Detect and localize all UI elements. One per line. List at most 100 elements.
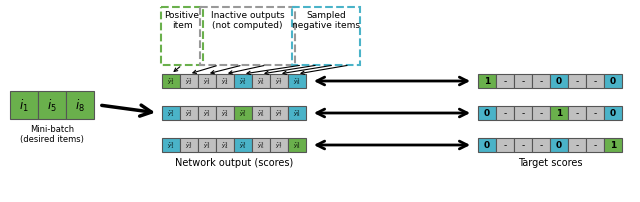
Bar xyxy=(38,92,66,119)
Bar xyxy=(514,75,532,88)
Bar xyxy=(216,75,234,88)
Text: -: - xyxy=(575,77,579,86)
Text: 1: 1 xyxy=(556,109,562,118)
Bar xyxy=(270,106,288,120)
Text: -: - xyxy=(540,77,543,86)
Bar xyxy=(478,138,496,152)
Bar xyxy=(586,138,604,152)
Text: Mini-batch
(desired items): Mini-batch (desired items) xyxy=(20,124,84,144)
Bar xyxy=(496,75,514,88)
Text: -: - xyxy=(522,141,525,150)
Bar xyxy=(162,106,180,120)
Bar xyxy=(550,75,568,88)
Bar xyxy=(162,75,180,88)
Text: $i_{5}$: $i_{5}$ xyxy=(47,98,57,114)
Bar xyxy=(198,106,216,120)
Text: $\hat{y}^1_7$: $\hat{y}^1_7$ xyxy=(275,76,283,87)
Bar xyxy=(252,138,270,152)
Text: $\hat{y}^1_4$: $\hat{y}^1_4$ xyxy=(221,76,229,87)
Text: $\hat{y}^3_6$: $\hat{y}^3_6$ xyxy=(257,140,265,151)
Text: 0: 0 xyxy=(610,77,616,86)
Bar xyxy=(514,138,532,152)
Bar xyxy=(234,75,252,88)
Text: -: - xyxy=(593,77,596,86)
Bar xyxy=(604,138,622,152)
Text: $\hat{y}^1_5$: $\hat{y}^1_5$ xyxy=(239,76,247,87)
Text: $\hat{y}^2_2$: $\hat{y}^2_2$ xyxy=(185,108,193,119)
Text: -: - xyxy=(504,141,507,150)
Text: Inactive outputs
(not computed): Inactive outputs (not computed) xyxy=(211,11,284,30)
Text: -: - xyxy=(593,141,596,150)
Text: $\hat{y}^3_4$: $\hat{y}^3_4$ xyxy=(221,140,229,151)
Text: 0: 0 xyxy=(610,109,616,118)
Bar xyxy=(234,138,252,152)
Bar xyxy=(270,138,288,152)
Text: Positive
item: Positive item xyxy=(164,11,200,30)
Bar xyxy=(532,138,550,152)
Bar xyxy=(288,106,306,120)
Text: $i_{1}$: $i_{1}$ xyxy=(19,98,29,114)
Text: 0: 0 xyxy=(484,141,490,150)
Bar xyxy=(550,106,568,120)
Bar xyxy=(198,138,216,152)
Text: $\hat{y}^2_4$: $\hat{y}^2_4$ xyxy=(221,108,229,119)
Text: $\hat{y}^1_2$: $\hat{y}^1_2$ xyxy=(185,76,193,87)
Bar xyxy=(234,106,252,120)
Text: 1: 1 xyxy=(610,141,616,150)
Bar xyxy=(604,106,622,120)
Text: $\hat{y}^3_2$: $\hat{y}^3_2$ xyxy=(185,140,193,151)
Bar xyxy=(180,75,198,88)
Text: $\hat{y}^3_3$: $\hat{y}^3_3$ xyxy=(204,140,211,151)
Text: Target scores: Target scores xyxy=(518,157,582,167)
Bar xyxy=(568,106,586,120)
Bar xyxy=(216,138,234,152)
Bar xyxy=(568,138,586,152)
Bar xyxy=(198,75,216,88)
Bar xyxy=(604,75,622,88)
Text: -: - xyxy=(593,109,596,118)
Text: $\hat{y}^2_6$: $\hat{y}^2_6$ xyxy=(257,108,265,119)
Text: -: - xyxy=(504,77,507,86)
Bar xyxy=(216,106,234,120)
Bar xyxy=(496,106,514,120)
Text: -: - xyxy=(540,109,543,118)
Text: $\hat{y}^2_3$: $\hat{y}^2_3$ xyxy=(204,108,211,119)
Text: $\hat{y}^2_8$: $\hat{y}^2_8$ xyxy=(293,108,301,119)
Text: $i_{8}$: $i_{8}$ xyxy=(75,98,85,114)
Text: $\hat{y}^3_7$: $\hat{y}^3_7$ xyxy=(275,140,283,151)
Bar xyxy=(496,138,514,152)
Text: $\hat{y}^2_1$: $\hat{y}^2_1$ xyxy=(167,108,175,119)
Bar xyxy=(514,106,532,120)
Bar xyxy=(252,75,270,88)
Bar xyxy=(10,92,38,119)
Bar xyxy=(180,138,198,152)
Bar xyxy=(270,75,288,88)
Text: -: - xyxy=(575,141,579,150)
Text: 0: 0 xyxy=(556,77,562,86)
Text: $\hat{y}^2_5$: $\hat{y}^2_5$ xyxy=(239,108,247,119)
Bar xyxy=(66,92,94,119)
Text: -: - xyxy=(522,109,525,118)
Text: 0: 0 xyxy=(484,109,490,118)
Bar xyxy=(162,138,180,152)
Text: -: - xyxy=(504,109,507,118)
Text: $\hat{y}^1_3$: $\hat{y}^1_3$ xyxy=(204,76,211,87)
Text: -: - xyxy=(540,141,543,150)
Bar xyxy=(478,106,496,120)
Text: Network output (scores): Network output (scores) xyxy=(175,157,293,167)
Bar xyxy=(568,75,586,88)
Text: $\hat{y}^1_6$: $\hat{y}^1_6$ xyxy=(257,76,265,87)
Text: $\hat{y}^3_8$: $\hat{y}^3_8$ xyxy=(293,140,301,151)
Text: $\hat{y}^3_5$: $\hat{y}^3_5$ xyxy=(239,140,247,151)
Bar xyxy=(288,138,306,152)
Bar xyxy=(586,75,604,88)
Text: $\hat{y}^3_1$: $\hat{y}^3_1$ xyxy=(167,140,175,151)
Bar xyxy=(180,106,198,120)
Text: 1: 1 xyxy=(484,77,490,86)
Bar xyxy=(532,75,550,88)
Text: $\hat{y}^1_8$: $\hat{y}^1_8$ xyxy=(293,76,301,87)
Text: -: - xyxy=(575,109,579,118)
Bar xyxy=(550,138,568,152)
Text: $\hat{y}^2_7$: $\hat{y}^2_7$ xyxy=(275,108,283,119)
Text: 0: 0 xyxy=(556,141,562,150)
